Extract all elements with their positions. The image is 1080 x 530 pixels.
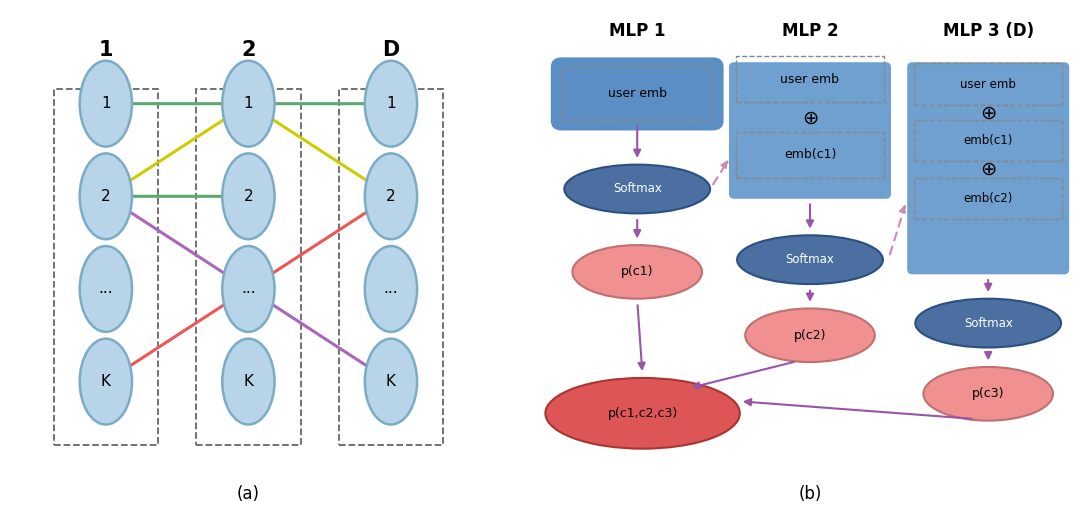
Text: ...: ... xyxy=(383,281,399,296)
Text: (b): (b) xyxy=(798,485,822,503)
Text: K: K xyxy=(243,374,254,389)
Ellipse shape xyxy=(572,245,702,299)
Ellipse shape xyxy=(365,61,417,147)
Ellipse shape xyxy=(545,378,740,448)
Ellipse shape xyxy=(365,153,417,239)
Text: 1: 1 xyxy=(244,96,253,111)
Text: K: K xyxy=(386,374,396,389)
Text: Softmax: Softmax xyxy=(785,253,835,266)
Text: K: K xyxy=(100,374,111,389)
Text: ⊕: ⊕ xyxy=(801,109,819,128)
Ellipse shape xyxy=(923,367,1053,421)
Ellipse shape xyxy=(222,339,274,425)
Ellipse shape xyxy=(365,339,417,425)
Text: 2: 2 xyxy=(387,189,395,204)
Text: 1: 1 xyxy=(98,40,113,60)
Ellipse shape xyxy=(745,308,875,362)
Ellipse shape xyxy=(80,61,132,147)
Ellipse shape xyxy=(365,246,417,332)
Text: Softmax: Softmax xyxy=(963,316,1013,330)
Text: 1: 1 xyxy=(102,96,110,111)
FancyBboxPatch shape xyxy=(729,62,891,199)
Text: user emb: user emb xyxy=(781,73,839,86)
Ellipse shape xyxy=(916,299,1062,348)
Ellipse shape xyxy=(222,153,274,239)
Text: ...: ... xyxy=(241,281,256,296)
Ellipse shape xyxy=(222,61,274,147)
Text: MLP 2: MLP 2 xyxy=(782,22,838,40)
Ellipse shape xyxy=(80,153,132,239)
Text: p(c1,c2,c3): p(c1,c2,c3) xyxy=(607,407,678,420)
Ellipse shape xyxy=(565,165,711,214)
FancyBboxPatch shape xyxy=(551,57,724,130)
Text: 2: 2 xyxy=(241,40,256,60)
Text: Softmax: Softmax xyxy=(612,182,662,196)
Text: ⊕: ⊕ xyxy=(980,104,997,123)
Text: p(c2): p(c2) xyxy=(794,329,826,342)
Text: user emb: user emb xyxy=(608,87,666,100)
Text: MLP 3 (D): MLP 3 (D) xyxy=(943,22,1034,40)
Text: emb(c1): emb(c1) xyxy=(963,134,1013,147)
Ellipse shape xyxy=(222,246,274,332)
Text: ...: ... xyxy=(98,281,113,296)
FancyBboxPatch shape xyxy=(907,62,1069,275)
Text: p(c1): p(c1) xyxy=(621,266,653,278)
Ellipse shape xyxy=(80,339,132,425)
Ellipse shape xyxy=(80,246,132,332)
Text: MLP 1: MLP 1 xyxy=(609,22,665,40)
Text: 2: 2 xyxy=(102,189,110,204)
Text: 2: 2 xyxy=(244,189,253,204)
Text: ⊕: ⊕ xyxy=(980,160,997,179)
Text: 1: 1 xyxy=(387,96,395,111)
Text: emb(c1): emb(c1) xyxy=(784,148,836,161)
Text: user emb: user emb xyxy=(960,78,1016,91)
Text: p(c3): p(c3) xyxy=(972,387,1004,400)
Ellipse shape xyxy=(737,235,883,284)
Text: (a): (a) xyxy=(237,485,260,503)
Text: emb(c2): emb(c2) xyxy=(963,192,1013,205)
Text: D: D xyxy=(382,40,400,60)
